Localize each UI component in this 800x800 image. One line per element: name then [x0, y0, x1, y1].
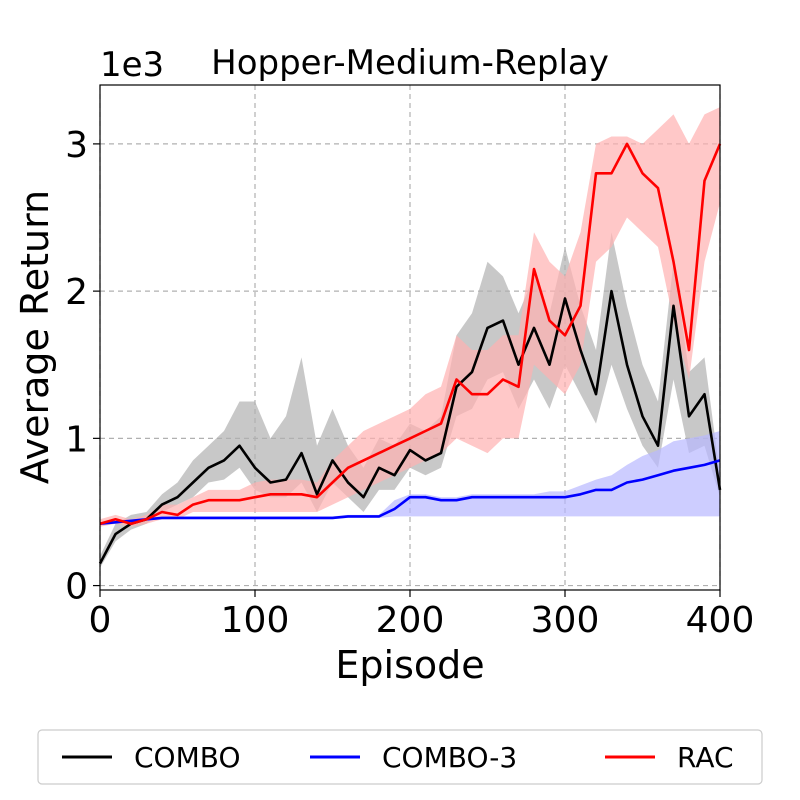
- series-line-combo-3: [99, 459, 721, 525]
- legend-label: RAC: [677, 741, 734, 774]
- y-axis-label: Average Return: [13, 190, 57, 484]
- legend-entries: COMBO COMBO-3 RAC: [62, 741, 734, 774]
- x-axis-label: Episode: [335, 643, 484, 687]
- x-tick-label: 0: [89, 600, 112, 641]
- x-tick-label: 100: [221, 600, 290, 641]
- ticks: 0 100 200 300 400 0 1 2 3: [65, 125, 754, 641]
- band-combo-3: [100, 431, 720, 526]
- series-line-combo: [98, 289, 722, 565]
- legend-item-rac: RAC: [605, 741, 734, 774]
- band-rac: [100, 107, 720, 527]
- y-tick-label: 0: [65, 567, 88, 608]
- legend: COMBO COMBO-3 RAC: [37, 729, 763, 785]
- confidence-bands: [100, 107, 720, 568]
- y-tick-label: 1: [65, 419, 88, 460]
- legend-item-combo-3: COMBO-3: [310, 741, 517, 774]
- series-line-rac: [99, 142, 722, 526]
- x-tick-label: 400: [686, 600, 755, 641]
- x-tick-label: 300: [531, 600, 600, 641]
- x-tick-label: 200: [376, 600, 445, 641]
- y-tick-label: 2: [65, 272, 88, 313]
- legend-label: COMBO-3: [382, 741, 517, 774]
- legend-label: COMBO: [134, 741, 241, 774]
- series-lines: [98, 142, 722, 565]
- legend-item-combo: COMBO: [62, 741, 241, 774]
- y-tick-label: 3: [65, 125, 88, 166]
- offset-text: 1e3: [100, 45, 164, 85]
- chart-title: Hopper-Medium-Replay: [211, 43, 609, 83]
- legend-frame: [37, 729, 763, 785]
